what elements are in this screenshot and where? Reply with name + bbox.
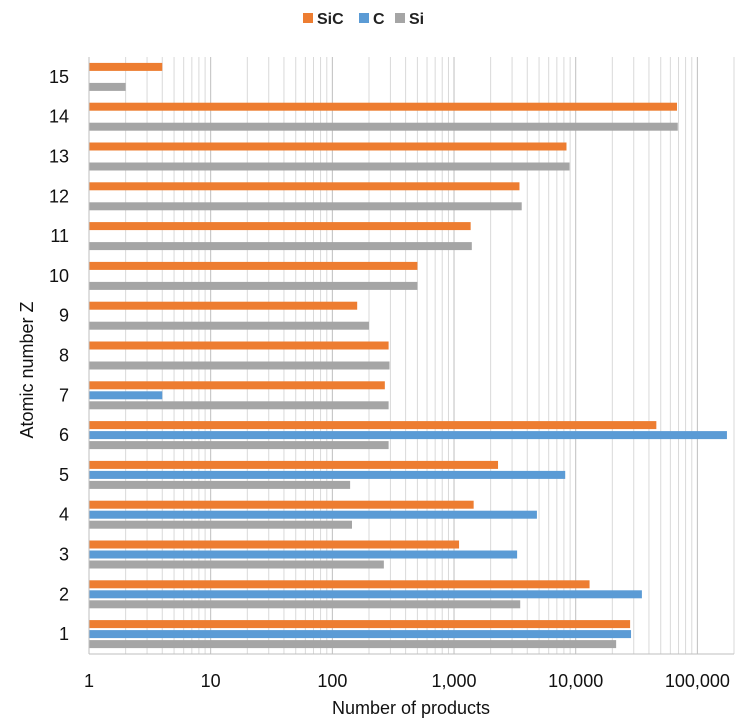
bar-c-z3	[89, 550, 518, 559]
bar-c-z5	[89, 470, 566, 479]
bar-sic-z4	[89, 500, 474, 509]
y-tick-label: 5	[59, 465, 69, 485]
bar-sic-z15	[89, 62, 163, 71]
bar-c-z6	[89, 431, 727, 440]
y-tick-label: 6	[59, 425, 69, 445]
bar-sic-z7	[89, 381, 385, 390]
bar-sic-z9	[89, 301, 358, 310]
bar-sic-z12	[89, 182, 520, 191]
bar-si-z15	[89, 82, 126, 91]
y-tick-label: 13	[49, 147, 69, 167]
legend-swatch-si	[395, 13, 405, 23]
x-tick-label: 100	[317, 671, 347, 691]
legend-label-sic: SiC	[317, 11, 344, 28]
y-axis-title: Atomic number Z	[17, 301, 37, 438]
bar-si-z2	[89, 600, 521, 609]
bar-si-z12	[89, 202, 522, 211]
y-tick-label: 11	[50, 226, 69, 246]
bar-sic-z6	[89, 421, 657, 430]
bar-sic-z13	[89, 142, 567, 151]
bar-si-z8	[89, 361, 390, 370]
y-tick-label: 14	[49, 107, 69, 127]
bar-sic-z14	[89, 102, 677, 111]
legend-label-c: C	[373, 11, 385, 28]
bar-si-z9	[89, 321, 369, 330]
legend-swatch-sic	[303, 13, 313, 23]
y-tick-label: 8	[59, 346, 69, 366]
y-tick-label: 3	[59, 545, 69, 565]
bar-sic-z10	[89, 261, 418, 270]
bar-sic-z8	[89, 341, 389, 350]
bar-si-z1	[89, 640, 617, 649]
bar-c-z7	[89, 391, 163, 400]
x-tick-label: 1,000	[431, 671, 476, 691]
bar-si-z7	[89, 401, 389, 410]
y-tick-label: 4	[59, 505, 69, 525]
x-tick-label: 10	[201, 671, 221, 691]
bar-si-z13	[89, 162, 570, 171]
x-tick-label: 1	[84, 671, 94, 691]
bar-si-z5	[89, 480, 351, 489]
y-tick-label: 12	[49, 186, 69, 206]
x-tick-label: 10,000	[548, 671, 603, 691]
bar-c-z4	[89, 510, 537, 519]
legend: SiC C Si	[303, 11, 424, 28]
y-tick-label: 15	[49, 67, 69, 87]
bar-sic-z1	[89, 620, 631, 629]
legend-label-si: Si	[409, 11, 424, 28]
bar-c-z1	[89, 630, 632, 639]
bar-sic-z11	[89, 222, 471, 231]
y-tick-label: 9	[59, 306, 69, 326]
bar-si-z4	[89, 520, 352, 529]
bar-si-z14	[89, 122, 678, 131]
y-tick-label: 10	[49, 266, 69, 286]
bar-si-z6	[89, 441, 389, 450]
bar-si-z11	[89, 242, 472, 251]
x-tick-label: 100,000	[665, 671, 730, 691]
bar-sic-z3	[89, 540, 460, 549]
y-tick-label: 7	[59, 385, 69, 405]
bar-sic-z2	[89, 580, 590, 589]
bar-si-z10	[89, 281, 418, 290]
bar-c-z2	[89, 590, 642, 599]
y-tick-label: 2	[59, 584, 69, 604]
bars	[89, 62, 727, 649]
bar-si-z3	[89, 560, 384, 569]
x-axis-title: Number of products	[332, 698, 490, 718]
bar-sic-z5	[89, 460, 499, 469]
y-tick-label: 1	[59, 624, 69, 644]
axes	[88, 57, 734, 655]
legend-swatch-c	[359, 13, 369, 23]
